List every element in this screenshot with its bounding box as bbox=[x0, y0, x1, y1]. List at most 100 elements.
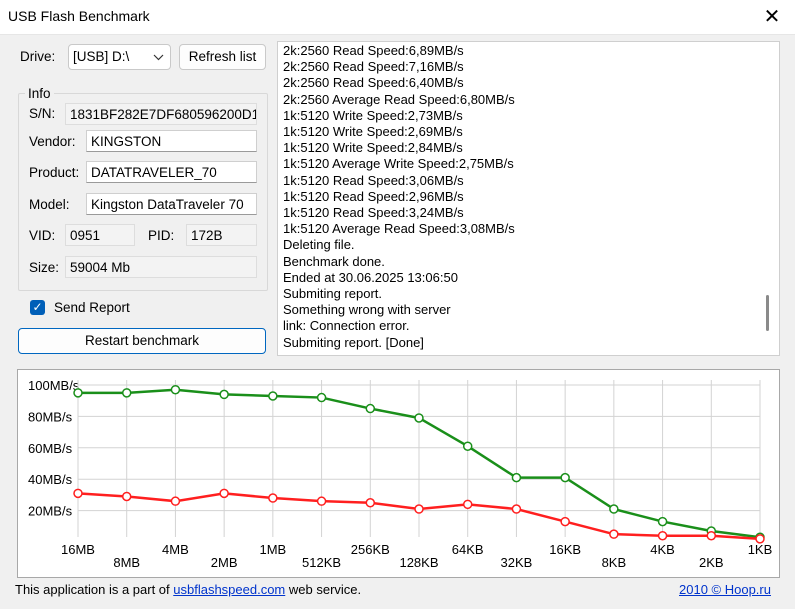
info-group-label: Info bbox=[25, 86, 54, 101]
data-point bbox=[219, 488, 229, 499]
footer-suffix: web service. bbox=[285, 582, 362, 597]
data-point bbox=[268, 493, 278, 503]
x-tick-label: 512KB bbox=[302, 555, 341, 570]
data-point bbox=[560, 516, 570, 527]
product-label: Product: bbox=[29, 165, 80, 180]
send-report-label: Send Report bbox=[54, 300, 130, 315]
x-tick-label: 4MB bbox=[162, 542, 189, 557]
x-tick-label: 32KB bbox=[501, 555, 533, 570]
product-field[interactable]: DATATRAVELER_70 bbox=[86, 161, 257, 183]
data-point bbox=[316, 496, 327, 506]
data-point bbox=[511, 504, 522, 514]
drive-select[interactable]: [USB] D:\ bbox=[68, 44, 171, 70]
x-tick-label: 64KB bbox=[452, 542, 484, 557]
y-tick-label: 100MB/s bbox=[28, 378, 80, 393]
pid-field: 172B bbox=[186, 224, 257, 246]
data-point bbox=[121, 491, 132, 502]
vid-field: 0951 bbox=[65, 224, 135, 246]
title-bar: USB Flash Benchmark ✕ bbox=[0, 0, 795, 35]
log-line: Submiting report. bbox=[283, 286, 382, 302]
log-line: 1k:5120 Write Speed:2,84MB/s bbox=[283, 140, 463, 156]
x-tick-label: 1KB bbox=[748, 542, 773, 557]
data-point bbox=[219, 389, 229, 400]
log-line: 1k:5120 Write Speed:2,69MB/s bbox=[283, 124, 463, 140]
data-point bbox=[462, 441, 473, 451]
send-report-checkbox[interactable]: ✓ bbox=[30, 300, 45, 315]
data-point bbox=[462, 499, 473, 510]
data-point bbox=[121, 388, 132, 398]
y-tick-label: 20MB/s bbox=[28, 504, 73, 519]
model-label: Model: bbox=[29, 197, 70, 212]
log-line: 2k:2560 Read Speed:6,40MB/s bbox=[283, 75, 464, 91]
data-point bbox=[609, 504, 619, 514]
data-point bbox=[560, 472, 570, 483]
data-point bbox=[170, 496, 181, 506]
data-point bbox=[657, 530, 668, 541]
model-field[interactable]: Kingston DataTraveler 70 bbox=[86, 193, 257, 215]
log-line: 1k:5120 Average Write Speed:2,75MB/s bbox=[283, 156, 514, 172]
data-point bbox=[365, 403, 376, 414]
sn-label: S/N: bbox=[29, 106, 56, 121]
sn-field: 1831BF282E7DF680596200D1 bbox=[65, 103, 257, 125]
size-field: 59004 Mb bbox=[65, 256, 257, 278]
size-label: Size: bbox=[29, 260, 60, 275]
log-scrollbar-thumb[interactable] bbox=[766, 295, 769, 331]
drive-select-value: [USB] D:\ bbox=[73, 49, 130, 64]
footer-text: This application is a part of usbflashsp… bbox=[15, 582, 361, 597]
x-tick-label: 2MB bbox=[211, 555, 238, 570]
usbflashspeed-link[interactable]: usbflashspeed.com bbox=[173, 582, 286, 597]
chevron-down-icon bbox=[153, 54, 164, 61]
chart-svg: 100MB/s 80MB/s 60MB/s 40MB/s 20MB/s 16MB 8MB 4M… bbox=[28, 378, 773, 570]
data-point bbox=[706, 530, 717, 541]
data-point bbox=[755, 534, 765, 544]
log-line: Something wrong with server bbox=[283, 302, 451, 318]
log-line: Ended at 30.06.2025 13:06:50 bbox=[283, 269, 458, 285]
window-title: USB Flash Benchmark bbox=[8, 8, 150, 24]
speed-chart: 100MB/s 80MB/s 60MB/s 40MB/s 20MB/s 16MB 8MB 4M… bbox=[17, 369, 780, 578]
log-line: 1k:5120 Average Read Speed:3,08MB/s bbox=[283, 221, 515, 237]
x-tick-label: 8KB bbox=[602, 555, 627, 570]
pid-label: PID: bbox=[148, 228, 175, 243]
log-line: 1k:5120 Read Speed:3,06MB/s bbox=[283, 172, 464, 188]
data-point bbox=[511, 472, 522, 483]
x-tick-label: 16MB bbox=[61, 542, 95, 557]
x-tick-label: 8MB bbox=[113, 555, 140, 570]
x-tick-label: 1MB bbox=[259, 542, 286, 557]
data-point bbox=[316, 392, 327, 403]
log-line: 2k:2560 Read Speed:7,16MB/s bbox=[283, 59, 464, 75]
log-line: Deleting file. bbox=[283, 237, 355, 253]
x-tick-label: 256KB bbox=[351, 542, 390, 557]
log-line: 1k:5120 Write Speed:2,73MB/s bbox=[283, 107, 463, 123]
data-point bbox=[73, 388, 83, 398]
data-point bbox=[365, 498, 376, 508]
data-point bbox=[657, 516, 668, 527]
data-point bbox=[170, 384, 181, 395]
data-point bbox=[414, 504, 424, 514]
footer-prefix: This application is a part of bbox=[15, 582, 174, 597]
x-tick-label: 128KB bbox=[399, 555, 438, 570]
data-point bbox=[609, 529, 619, 539]
vid-label: VID: bbox=[29, 228, 56, 243]
refresh-list-button[interactable]: Refresh list bbox=[179, 44, 266, 70]
info-group bbox=[18, 93, 268, 291]
log-lines: 2k:2560 Read Speed:6,89MB/s 2k:2560 Read … bbox=[283, 43, 515, 351]
data-point bbox=[414, 413, 424, 423]
x-tick-label: 4KB bbox=[650, 542, 675, 557]
log-line: link: Connection error. bbox=[283, 318, 410, 334]
log-line: Submiting report. [Done] bbox=[283, 334, 424, 350]
vendor-field[interactable]: KINGSTON bbox=[86, 130, 257, 152]
log-textbox[interactable]: 2k:2560 Read Speed:6,89MB/s 2k:2560 Read … bbox=[277, 41, 780, 356]
log-line: Benchmark done. bbox=[283, 253, 385, 269]
log-line: 1k:5120 Read Speed:3,24MB/s bbox=[283, 205, 464, 221]
close-icon[interactable]: ✕ bbox=[763, 6, 781, 28]
data-point bbox=[73, 488, 83, 499]
y-tick-label: 80MB/s bbox=[28, 409, 73, 424]
copyright-link[interactable]: 2010 © Hoop.ru bbox=[679, 582, 771, 597]
x-tick-label: 2KB bbox=[699, 555, 724, 570]
vendor-label: Vendor: bbox=[29, 134, 76, 149]
log-line: 1k:5120 Read Speed:2,96MB/s bbox=[283, 188, 464, 204]
restart-benchmark-button[interactable]: Restart benchmark bbox=[18, 328, 266, 354]
data-point bbox=[268, 391, 278, 401]
x-tick-label: 16KB bbox=[549, 542, 581, 557]
y-tick-label: 40MB/s bbox=[28, 472, 73, 487]
